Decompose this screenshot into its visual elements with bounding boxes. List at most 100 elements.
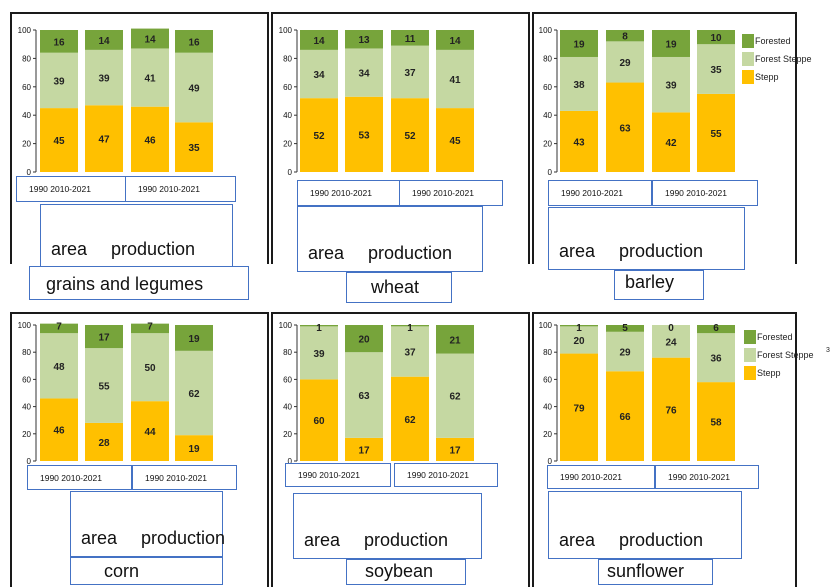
y-tick-label: 60 [283,83,292,92]
chart-frame [532,312,797,587]
data-label: 38 [573,80,585,91]
data-label: 14 [98,36,110,47]
bar-segment-forest-steppe [85,49,123,106]
crop-label: sunflower [607,561,685,581]
year-range-box: 1990 2010-2021 [297,180,400,206]
y-tick-label: 100 [18,26,32,35]
bar-segment-forest-steppe [85,348,123,423]
legend-swatch [744,330,756,344]
data-label: 34 [358,69,370,80]
data-label: 7 [56,322,62,333]
legend-extra-mark: 3 [826,347,830,354]
year-range-box: 1990 2010-2021 [548,180,652,206]
y-tick-label: 100 [18,321,32,330]
data-label: 49 [188,84,200,95]
data-label: 8 [622,32,628,43]
data-label: 66 [619,412,631,423]
legend-label: Forest Steppe [755,54,812,64]
data-label: 29 [619,348,631,359]
y-tick-label: 60 [22,375,31,384]
bar-segment-stepp [300,379,338,461]
chart-frame [532,12,797,264]
bar-segment-stepp [391,376,429,461]
group-label-box: area production [293,493,482,559]
legend-swatch [744,348,756,362]
bar-segment-forested [345,30,383,49]
group-label-area: area [51,239,88,259]
data-label: 20 [573,336,585,347]
bar-segment-forest-steppe [697,44,735,94]
year-range-box: 1990 2010-2021 [285,463,391,487]
data-label: 10 [710,33,722,44]
bar-segment-forested [131,323,169,334]
bar-segment-stepp [345,96,383,172]
crop-label-box: grains and legumes [29,266,249,300]
data-label: 17 [358,445,370,456]
y-tick-label: 0 [27,168,32,177]
bar-segment-forest-steppe [436,353,474,438]
y-tick-label: 80 [283,348,292,357]
chart-frame [10,312,269,587]
data-label: 11 [405,34,416,45]
bar-segment-forested [560,325,598,327]
year-range-label: 1990 2010-2021 [298,470,360,480]
bar-segment-stepp [697,93,735,172]
bar-segment-forest-steppe [391,326,429,377]
bar-segment-stepp [391,98,429,172]
year-range-label: 1990 2010-2021 [668,472,730,482]
y-tick-label: 0 [288,457,293,466]
data-label: 0 [668,323,674,334]
bar-segment-forested [697,30,735,45]
y-tick-label: 80 [543,54,552,63]
bar-segment-forest-steppe [652,56,690,113]
bar-segment-forest-steppe [436,49,474,109]
bar-segment-stepp [606,82,644,172]
data-label: 43 [573,137,585,148]
y-tick-label: 20 [543,430,552,439]
group-label-production: production [141,528,226,548]
crop-label: corn [104,561,140,581]
bar-segment-forested [40,30,78,53]
bar-segment-forest-steppe [391,45,429,99]
bar-segment-forested [652,30,690,57]
y-tick-label: 0 [27,457,32,466]
bar-segment-forested [40,323,78,334]
data-label: 14 [449,36,461,47]
y-tick-label: 20 [22,430,31,439]
y-tick-label: 20 [22,140,31,149]
data-label: 52 [313,131,325,142]
bar-segment-stepp [560,110,598,172]
data-label: 14 [144,35,156,46]
data-label: 35 [188,143,200,154]
year-range-box: 1990 2010-2021 [132,465,237,490]
data-label: 76 [665,405,677,416]
bar-segment-forested [697,325,735,334]
data-label: 7 [147,322,153,333]
data-label: 79 [573,403,585,414]
bar-segment-forested [300,30,338,50]
data-label: 47 [98,135,110,146]
bar-segment-stepp [175,435,213,461]
data-label: 19 [573,39,585,50]
data-label: 39 [313,349,325,360]
year-range-box: 1990 2010-2021 [652,180,758,206]
data-label: 45 [53,136,65,147]
y-tick-label: 100 [539,321,553,330]
group-label-box: area production [297,206,483,272]
y-tick-label: 60 [543,375,552,384]
crop-label-box: barley [614,270,704,300]
group-label-box: area production [548,491,742,559]
bar-segment-stepp [652,357,690,461]
group-label-production: production [368,243,453,263]
group-label-area: area [559,241,596,261]
group-label-production: production [619,530,704,550]
y-tick-label: 80 [22,348,31,357]
legend-swatch [742,70,754,84]
bar-segment-stepp [300,98,338,172]
y-tick-label: 40 [22,111,31,120]
bar-segment-forest-steppe [175,350,213,436]
data-label: 37 [404,68,416,79]
group-label-area: area [81,528,118,548]
bar-segment-forested [300,325,338,327]
